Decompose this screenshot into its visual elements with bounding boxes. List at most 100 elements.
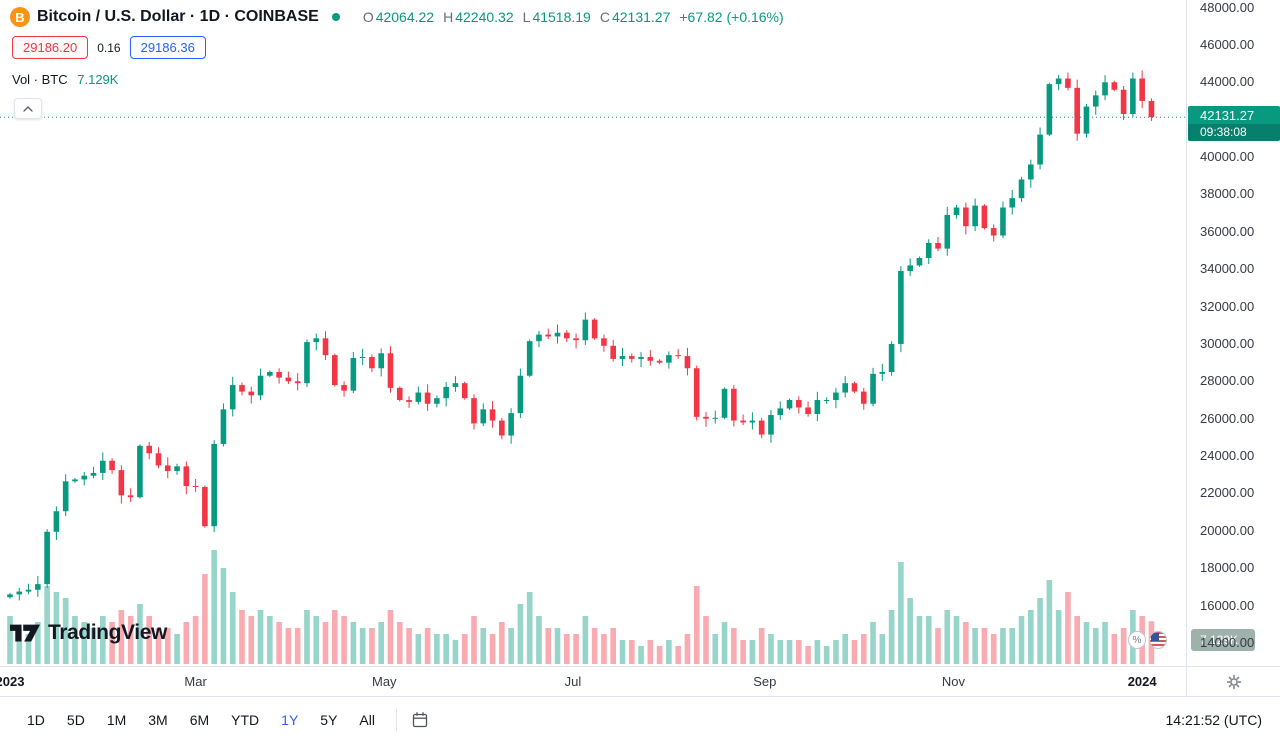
candle-body (220, 409, 227, 444)
candle-body (916, 257, 923, 266)
sell-price-button[interactable]: 29186.20 (12, 36, 89, 59)
volume-bar (322, 622, 329, 664)
price-axis-label: 24000.00 (1200, 448, 1255, 464)
time-axis[interactable]: 2023 Mar May Jul Sep Nov 2024 (0, 666, 1280, 696)
candle-body (907, 265, 913, 272)
usd-flag-icon[interactable] (1149, 631, 1167, 649)
volume-bar (137, 604, 143, 664)
volume-bar (267, 616, 273, 664)
volume-bar (1083, 622, 1090, 664)
range-button-ytd[interactable]: YTD (222, 707, 268, 733)
range-button-all[interactable]: All (350, 707, 384, 733)
candle-body (768, 414, 774, 435)
axis-corner (1186, 667, 1280, 696)
range-button-3m[interactable]: 3M (139, 707, 176, 733)
volume-bar (1018, 616, 1025, 664)
candle-body (1120, 89, 1127, 115)
volume-bar (564, 634, 570, 664)
price-axis-label: 18000.00 (1200, 560, 1255, 576)
volume-bar (489, 634, 496, 664)
volume-bar (304, 610, 310, 664)
volume-bar (758, 628, 765, 664)
candle-body (396, 387, 403, 401)
volume-bar (406, 628, 412, 664)
candle-body (322, 338, 329, 356)
volume-bar (508, 628, 514, 664)
volume-bar (1055, 610, 1062, 664)
chart-pane[interactable]: B Bitcoin / U.S. Dollar · 1D · COINBASE … (0, 0, 1186, 666)
toolbar-divider (395, 709, 397, 731)
candle-body (406, 400, 412, 402)
volume-bar (25, 634, 32, 664)
volume-bar (591, 628, 598, 664)
range-button-1d[interactable]: 1D (18, 707, 54, 733)
range-button-5y[interactable]: 5Y (311, 707, 346, 733)
market-status-icon[interactable] (331, 13, 340, 21)
candle-body (1028, 164, 1034, 180)
candle-body (1055, 78, 1062, 85)
price-axis[interactable]: 42131.27 09:38:08 7.129K 48000.00 46000.0… (1186, 0, 1280, 666)
volume-bar (35, 622, 41, 664)
volume-bar (925, 616, 932, 664)
time-axis-label: 2023 (0, 674, 25, 689)
candle-body (981, 205, 988, 229)
volume-bar (656, 646, 663, 664)
volume-bar (294, 628, 301, 664)
volume-bar (211, 550, 217, 664)
range-button-1y[interactable]: 1Y (272, 707, 307, 733)
volume-bar (898, 562, 904, 664)
candle-body (229, 385, 236, 410)
candle-body (359, 357, 366, 359)
candle-body (387, 353, 394, 388)
volume-bar (332, 610, 338, 664)
tradingview-logo[interactable]: TradingView (10, 621, 167, 645)
candle-body (851, 383, 858, 392)
chart-settings-button[interactable] (1226, 674, 1242, 690)
high-label: H (443, 9, 454, 25)
calendar-icon (412, 712, 428, 728)
symbol-title[interactable]: Bitcoin / U.S. Dollar · 1D · COINBASE (37, 8, 319, 25)
price-axis-label: 46000.00 (1200, 36, 1255, 52)
range-button-1m[interactable]: 1M (98, 707, 135, 733)
candle-body (1148, 100, 1155, 118)
volume-bar (907, 598, 913, 664)
bitcoin-icon: B (10, 7, 30, 27)
collapse-legend-button[interactable] (14, 98, 42, 119)
volume-bar (16, 628, 23, 664)
open-label: O (362, 9, 374, 25)
volume-bar (1111, 634, 1118, 664)
timezone-clock[interactable]: 14:21:52 (UTC) (1165, 712, 1262, 728)
price-axis-label: 34000.00 (1200, 261, 1255, 277)
candle-body (118, 470, 125, 496)
volume-bar (675, 646, 681, 664)
range-button-6m[interactable]: 6M (181, 707, 218, 733)
candle-body (434, 398, 440, 404)
volume-bar (341, 616, 347, 664)
volume-bar (554, 628, 561, 664)
high-value: 42240.32 (455, 9, 514, 25)
volume-bar (1102, 622, 1108, 664)
candle-body (304, 342, 310, 384)
candle-body (628, 356, 635, 359)
candle-body (925, 243, 932, 258)
price-axis-label: 32000.00 (1200, 298, 1255, 314)
range-button-5d[interactable]: 5D (58, 707, 94, 733)
candle-body (591, 319, 598, 339)
bid-ask-row: 29186.20 0.16 29186.36 (12, 36, 784, 59)
go-to-date-button[interactable] (409, 709, 431, 731)
candle-body (350, 357, 357, 391)
candle-body (276, 371, 282, 378)
buy-price-button[interactable]: 29186.36 (129, 36, 206, 59)
candle-body (582, 319, 589, 341)
volume-bar (248, 616, 255, 664)
price-chart-svg[interactable] (0, 0, 1186, 666)
volume-bar (239, 610, 245, 664)
percent-toggle-icon[interactable]: % (1128, 631, 1146, 649)
volume-bar (359, 628, 366, 664)
candle-body (990, 228, 997, 236)
candle-body (638, 357, 644, 359)
candle-body (480, 409, 487, 424)
candle-body (879, 371, 886, 374)
candle-body (1065, 78, 1071, 88)
